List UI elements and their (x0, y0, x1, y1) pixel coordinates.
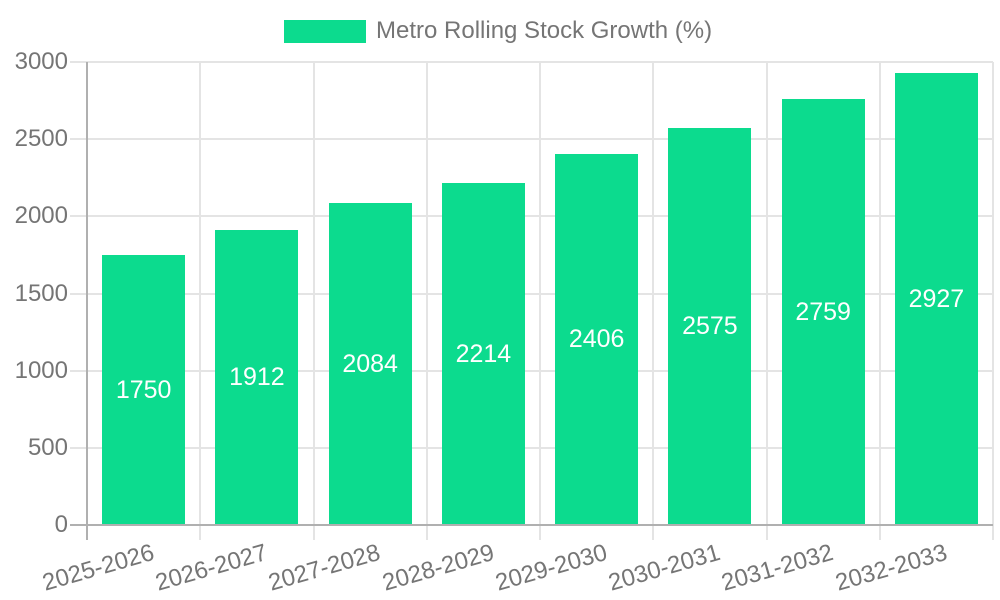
x-axis-tick (539, 525, 541, 540)
bar[interactable] (894, 73, 978, 525)
x-axis-tick (878, 525, 881, 540)
bar[interactable] (328, 203, 412, 525)
y-axis-label: 3000 (14, 48, 68, 75)
y-axis-label: 1500 (14, 279, 68, 307)
bar[interactable] (668, 127, 752, 525)
x-axis-tick (312, 525, 315, 540)
bar-value-label: 2084 (342, 350, 398, 379)
x-axis-line (70, 524, 993, 526)
x-axis-label: 2031-2032 (718, 539, 837, 597)
bar[interactable] (215, 229, 299, 525)
v-gridline (652, 62, 655, 525)
v-gridline (539, 62, 541, 525)
x-axis-tick (652, 525, 655, 540)
y-axis-tick (70, 292, 87, 295)
x-axis-label: 2029-2030 (492, 539, 611, 597)
y-axis-tick (70, 138, 87, 141)
x-axis-label: 2025-2026 (39, 539, 158, 597)
v-gridline (992, 62, 994, 525)
bar[interactable] (102, 254, 186, 525)
legend[interactable]: Metro Rolling Stock Growth (%) (284, 19, 712, 43)
v-gridline (199, 62, 202, 525)
bar-value-label: 2927 (908, 285, 965, 314)
x-axis-label: 2027-2028 (265, 539, 384, 597)
x-axis-tick (199, 525, 202, 540)
y-axis-tick (70, 446, 87, 449)
x-axis-label: 2026-2027 (152, 539, 271, 597)
bar-value-label: 2759 (795, 298, 851, 327)
bar-value-label: 2575 (682, 312, 738, 341)
bar-value-label: 2214 (455, 340, 512, 369)
y-axis-label: 1000 (14, 356, 68, 384)
bar[interactable] (781, 99, 865, 525)
v-gridline (312, 62, 315, 525)
bar[interactable] (555, 153, 639, 525)
x-axis-label: 2028-2029 (379, 539, 497, 597)
x-axis-label: 2030-2031 (605, 539, 724, 597)
y-axis-line (86, 62, 88, 540)
x-axis-tick (425, 525, 428, 540)
y-axis-tick (70, 215, 87, 218)
bar-value-label: 2406 (568, 325, 625, 354)
legend-swatch (284, 19, 366, 43)
y-axis-label: 2500 (14, 125, 68, 153)
v-gridline (878, 62, 881, 525)
legend-series-label: Metro Rolling Stock Growth (%) (376, 17, 713, 44)
bar-value-label: 1912 (229, 363, 285, 392)
y-axis-tick (70, 61, 87, 63)
x-axis-label: 2032-2033 (832, 539, 950, 597)
y-axis-label: 0 (54, 511, 68, 538)
x-axis-tick (765, 525, 768, 540)
bar[interactable] (441, 183, 525, 525)
y-axis-label: 500 (27, 433, 68, 461)
bar-value-label: 1750 (115, 375, 172, 404)
y-axis-label: 2000 (14, 202, 68, 230)
y-axis-tick (70, 369, 87, 372)
v-gridline (425, 62, 428, 525)
x-axis-tick (992, 525, 994, 540)
v-gridline (765, 62, 768, 525)
